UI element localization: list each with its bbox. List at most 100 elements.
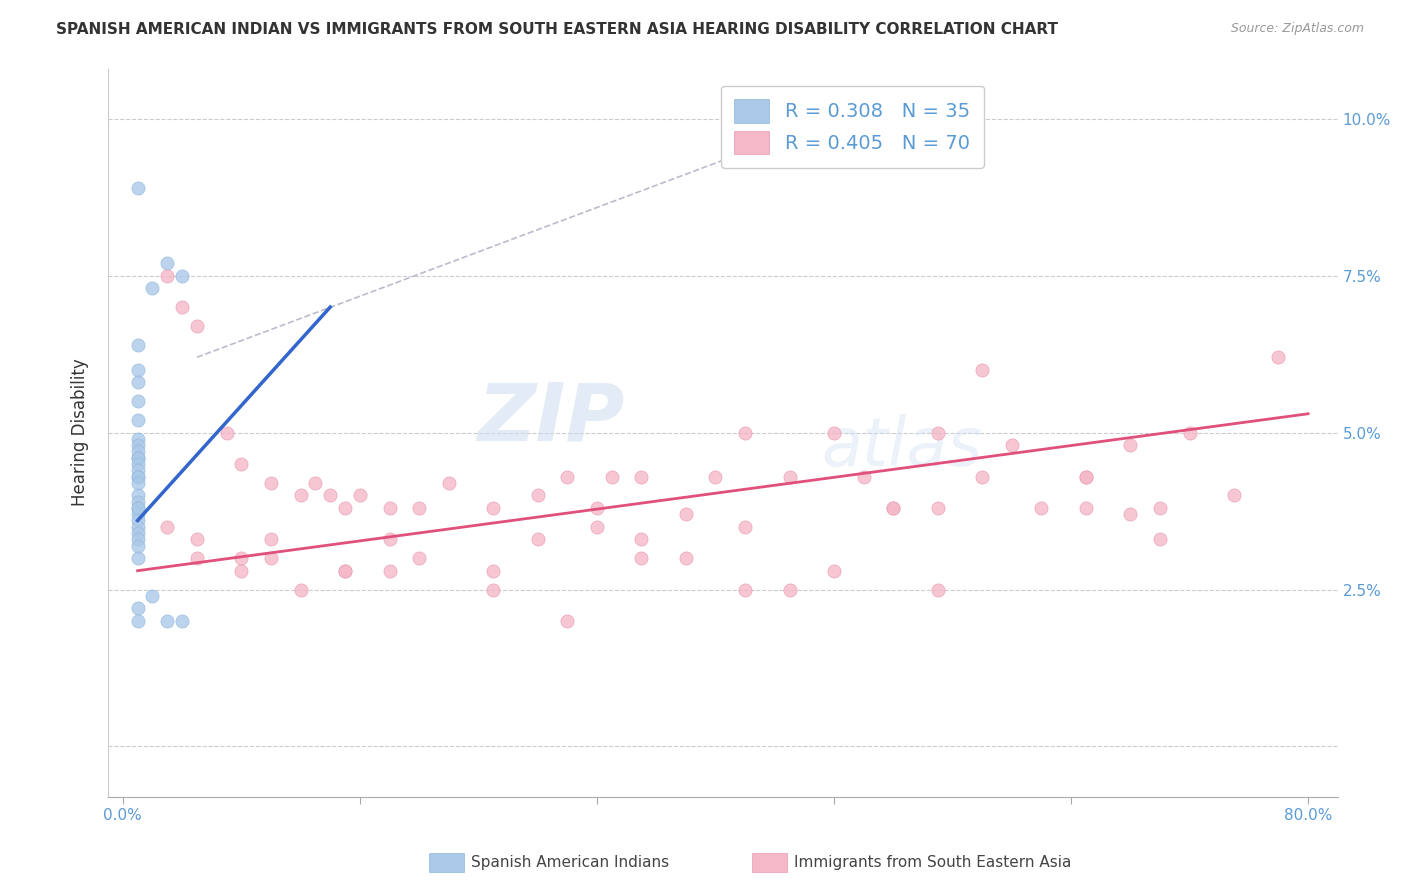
Point <box>630 551 652 566</box>
Point <box>127 533 149 547</box>
Point <box>1149 500 1171 515</box>
Point <box>586 520 609 534</box>
Point <box>156 614 179 628</box>
Point <box>127 551 149 566</box>
Point <box>1223 488 1246 502</box>
Point <box>779 582 801 597</box>
Point <box>127 363 149 377</box>
Point <box>927 500 949 515</box>
Point <box>290 582 312 597</box>
Point <box>1074 469 1097 483</box>
Point <box>319 488 342 502</box>
Point <box>215 425 238 440</box>
Point <box>127 500 149 515</box>
Point <box>141 589 163 603</box>
Point <box>156 520 179 534</box>
Point <box>349 488 371 502</box>
Point <box>127 376 149 390</box>
Point <box>482 564 505 578</box>
Point <box>630 533 652 547</box>
Point <box>260 533 283 547</box>
Point <box>186 533 208 547</box>
Point <box>734 520 756 534</box>
Point <box>675 551 697 566</box>
Point <box>231 457 253 471</box>
Point <box>555 614 578 628</box>
Point <box>333 564 356 578</box>
Point <box>170 614 193 628</box>
Point <box>600 469 623 483</box>
Point <box>260 551 283 566</box>
Point <box>127 337 149 351</box>
Point <box>734 582 756 597</box>
Text: SPANISH AMERICAN INDIAN VS IMMIGRANTS FROM SOUTH EASTERN ASIA HEARING DISABILITY: SPANISH AMERICAN INDIAN VS IMMIGRANTS FR… <box>56 22 1059 37</box>
Point <box>304 475 326 490</box>
Point <box>1001 438 1024 452</box>
Text: Immigrants from South Eastern Asia: Immigrants from South Eastern Asia <box>794 855 1071 870</box>
Point <box>127 463 149 477</box>
Point <box>555 469 578 483</box>
Point <box>882 500 904 515</box>
Point <box>127 507 149 521</box>
Point <box>1074 469 1097 483</box>
Point <box>630 469 652 483</box>
Point <box>333 564 356 578</box>
Point <box>127 475 149 490</box>
Point <box>823 564 845 578</box>
Text: Source: ZipAtlas.com: Source: ZipAtlas.com <box>1230 22 1364 36</box>
Point <box>127 526 149 541</box>
Point <box>127 469 149 483</box>
Point <box>852 469 875 483</box>
Point <box>378 533 401 547</box>
Point <box>1119 507 1142 521</box>
Point <box>675 507 697 521</box>
Point <box>882 500 904 515</box>
Point <box>823 425 845 440</box>
Point <box>972 363 994 377</box>
Point <box>1119 438 1142 452</box>
Point <box>1267 351 1289 365</box>
Point <box>779 469 801 483</box>
Point <box>127 438 149 452</box>
Point <box>127 432 149 446</box>
Point <box>170 300 193 314</box>
Point <box>170 268 193 283</box>
Point <box>186 318 208 333</box>
Point <box>156 268 179 283</box>
Point <box>437 475 460 490</box>
Point <box>127 394 149 409</box>
Point <box>127 450 149 465</box>
Point <box>127 450 149 465</box>
Point <box>734 425 756 440</box>
Point <box>156 256 179 270</box>
Point <box>333 500 356 515</box>
Point <box>927 425 949 440</box>
Point <box>127 513 149 527</box>
Point <box>260 475 283 490</box>
Point <box>1074 500 1097 515</box>
Point <box>482 582 505 597</box>
Point <box>127 614 149 628</box>
Legend: R = 0.308   N = 35, R = 0.405   N = 70: R = 0.308 N = 35, R = 0.405 N = 70 <box>721 86 984 168</box>
Point <box>1031 500 1053 515</box>
Point <box>127 413 149 427</box>
Point <box>378 500 401 515</box>
Point <box>1178 425 1201 440</box>
Point <box>231 564 253 578</box>
Point <box>127 539 149 553</box>
Point <box>378 564 401 578</box>
Point <box>127 444 149 458</box>
Point <box>1149 533 1171 547</box>
Point <box>127 500 149 515</box>
Point <box>408 551 430 566</box>
Point <box>127 494 149 508</box>
Point <box>408 500 430 515</box>
Point <box>127 601 149 615</box>
Point <box>927 582 949 597</box>
Text: ZIP: ZIP <box>477 379 624 457</box>
Text: atlas: atlas <box>821 414 983 480</box>
Point <box>127 520 149 534</box>
Point <box>127 469 149 483</box>
Point <box>127 488 149 502</box>
Y-axis label: Hearing Disability: Hearing Disability <box>72 359 89 507</box>
